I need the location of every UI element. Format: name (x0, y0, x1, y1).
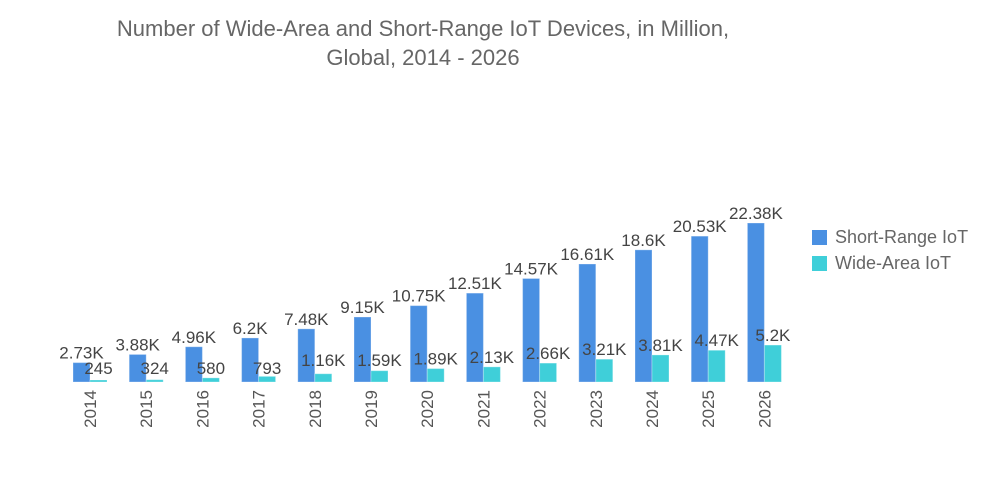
x-tick-label: 2022 (531, 390, 550, 428)
data-label-wide-area: 324 (141, 359, 169, 378)
x-tick-label: 2017 (250, 390, 269, 428)
chart-title-line-1: Number of Wide-Area and Short-Range IoT … (116, 16, 730, 41)
bar-wide-area (595, 358, 614, 383)
bar-short-range (297, 328, 316, 383)
bar-wide-area (258, 375, 277, 383)
bar-short-range (522, 277, 541, 383)
bar-wide-area (539, 362, 558, 383)
bar-wide-area (145, 379, 164, 383)
x-tick-label: 2018 (306, 390, 325, 428)
x-tick-label: 2021 (474, 390, 493, 428)
data-label-wide-area: 1.59K (357, 351, 402, 370)
chart-title-line-2: Global, 2014 - 2026 (326, 45, 520, 70)
data-label-wide-area: 5.2K (755, 326, 791, 345)
data-label-short-range: 7.48K (284, 310, 329, 329)
data-label-wide-area: 1.16K (301, 351, 346, 370)
data-label-short-range: 12.51K (448, 274, 503, 293)
bar-short-range (578, 263, 597, 383)
bar-wide-area (89, 379, 108, 383)
data-label-wide-area: 4.47K (694, 331, 739, 350)
x-tick-label: 2026 (755, 390, 774, 428)
bar-short-range (634, 249, 653, 383)
data-label-wide-area: 793 (253, 359, 281, 378)
x-tick-label: 2019 (362, 390, 381, 428)
data-label-short-range: 10.75K (392, 287, 447, 306)
bar-wide-area (482, 366, 501, 383)
x-tick-label: 2025 (699, 390, 718, 428)
data-label-short-range: 3.88K (115, 335, 160, 354)
legend-label-wide-area: Wide-Area IoT (835, 252, 952, 273)
x-tick-label: 2015 (137, 390, 156, 428)
data-label-short-range: 22.38K (729, 204, 784, 223)
data-label-short-range: 20.53K (673, 217, 728, 236)
legend-swatch-short-range (812, 229, 827, 245)
data-label-wide-area: 2.66K (526, 344, 571, 363)
bar-short-range (746, 222, 765, 383)
bar-wide-area (314, 373, 333, 383)
data-label-wide-area: 2.13K (470, 348, 515, 367)
bar-wide-area (707, 349, 726, 383)
bar-wide-area (370, 370, 389, 383)
bar-short-range (409, 305, 428, 383)
legend: Short-Range IoT Wide-Area IoT (812, 224, 968, 276)
bar-short-range (184, 346, 203, 383)
x-tick-label: 2014 (81, 390, 100, 428)
data-label-wide-area: 3.21K (582, 340, 627, 359)
data-label-short-range: 6.2K (233, 319, 269, 338)
data-label-wide-area: 245 (84, 359, 112, 378)
x-tick-label: 2024 (643, 390, 662, 428)
bar-short-range (72, 362, 91, 383)
bar-short-range (353, 316, 372, 383)
bar-short-range (241, 337, 260, 383)
bar-wide-area (651, 354, 670, 383)
data-label-short-range: 4.96K (172, 328, 217, 347)
data-label-short-range: 2.73K (59, 344, 104, 363)
bar-short-range (128, 353, 147, 383)
data-label-short-range: 14.57K (504, 259, 559, 278)
legend-swatch-wide-area (812, 255, 827, 271)
data-label-short-range: 16.61K (560, 245, 615, 264)
legend-label-short-range: Short-Range IoT (835, 226, 969, 247)
data-label-wide-area: 3.81K (638, 336, 683, 355)
bar-wide-area (426, 368, 445, 383)
data-label-short-range: 9.15K (340, 298, 385, 317)
data-label-short-range: 18.6K (621, 231, 666, 250)
legend-item-wide-area[interactable]: Wide-Area IoT (812, 250, 968, 276)
bar-wide-area (201, 377, 220, 383)
bar-wide-area (763, 344, 782, 383)
bar-short-range (465, 292, 484, 383)
data-label-wide-area: 1.89K (413, 350, 458, 369)
x-tick-label: 2016 (193, 390, 212, 428)
x-tick-label: 2023 (587, 390, 606, 428)
chart-title: Number of Wide-Area and Short-Range IoT … (0, 14, 846, 72)
data-label-wide-area: 580 (197, 359, 225, 378)
x-tick-label: 2020 (418, 390, 437, 428)
bar-short-range (690, 235, 709, 383)
legend-item-short-range[interactable]: Short-Range IoT (812, 224, 968, 250)
